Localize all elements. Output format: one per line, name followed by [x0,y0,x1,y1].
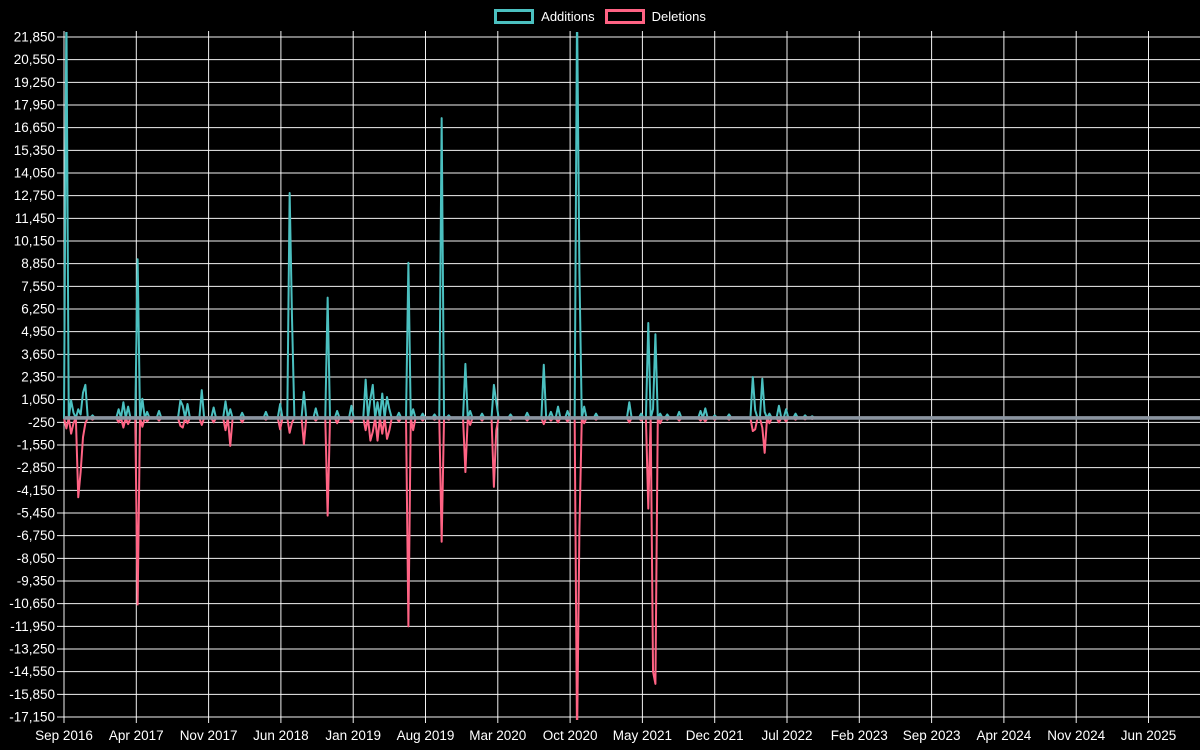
svg-text:-2,850: -2,850 [17,460,55,475]
svg-text:Oct 2020: Oct 2020 [543,728,598,743]
svg-text:-4,150: -4,150 [17,483,55,498]
svg-text:-6,750: -6,750 [17,528,55,543]
svg-text:Apr 2017: Apr 2017 [109,728,164,743]
svg-text:-14,550: -14,550 [9,664,55,679]
svg-text:Jul 2022: Jul 2022 [761,728,812,743]
svg-text:8,850: 8,850 [21,256,55,271]
svg-text:Nov 2017: Nov 2017 [180,728,238,743]
svg-text:Sep 2016: Sep 2016 [35,728,93,743]
additions-line [63,32,826,419]
svg-text:21,850: 21,850 [14,30,55,45]
svg-text:16,650: 16,650 [14,120,55,135]
svg-text:Feb 2023: Feb 2023 [831,728,888,743]
svg-text:-11,950: -11,950 [10,619,55,634]
svg-text:May 2021: May 2021 [613,728,672,743]
svg-text:11,450: 11,450 [15,211,55,226]
svg-text:Nov 2024: Nov 2024 [1047,728,1105,743]
svg-text:10,150: 10,150 [14,234,55,249]
svg-text:-5,450: -5,450 [17,506,55,521]
svg-text:Dec 2021: Dec 2021 [686,728,744,743]
svg-text:1,050: 1,050 [21,392,55,407]
svg-text:12,750: 12,750 [14,188,55,203]
svg-text:Aug 2019: Aug 2019 [397,728,455,743]
svg-text:14,050: 14,050 [14,166,55,181]
additions-legend-label: Additions [541,9,595,24]
svg-text:Jun 2025: Jun 2025 [1121,728,1177,743]
svg-text:Mar 2020: Mar 2020 [469,728,526,743]
svg-text:7,550: 7,550 [21,279,55,294]
svg-text:15,350: 15,350 [14,143,55,158]
svg-text:Sep 2023: Sep 2023 [903,728,961,743]
svg-text:6,250: 6,250 [21,302,55,317]
svg-text:19,250: 19,250 [14,75,55,90]
legend-item-additions[interactable]: Additions [494,9,595,24]
deletions-legend-label: Deletions [651,9,706,24]
svg-text:-15,850: -15,850 [9,687,55,702]
svg-text:Jan 2019: Jan 2019 [325,728,381,743]
svg-text:3,650: 3,650 [21,347,55,362]
svg-text:-8,050: -8,050 [17,551,55,566]
svg-text:-250: -250 [28,415,55,430]
svg-text:-17,150: -17,150 [9,710,55,725]
y-axis-labels: 21,850 20,550 19,250 17,950 16,650 15,350 14,0… [9,30,55,725]
x-axis-labels: Sep 2016 Apr 2017 Nov 2017 Jun 2018 Jan 2019… [35,728,1176,743]
svg-text:4,950: 4,950 [21,324,55,339]
svg-text:-10,650: -10,650 [9,596,55,611]
additions-legend-swatch [494,9,535,24]
svg-text:17,950: 17,950 [14,98,55,113]
svg-text:-13,250: -13,250 [9,642,55,657]
svg-text:2,350: 2,350 [21,370,55,385]
legend-item-deletions[interactable]: Deletions [604,9,706,24]
svg-text:-9,350: -9,350 [17,574,55,589]
svg-text:Jun 2018: Jun 2018 [253,728,309,743]
deletions-legend-swatch [604,9,645,24]
svg-text:Apr 2024: Apr 2024 [977,728,1032,743]
horizontal-gridlines [57,36,1200,718]
deletions-line [63,416,826,720]
svg-text:-1,550: -1,550 [17,438,55,453]
svg-text:20,550: 20,550 [14,52,55,67]
chart-legend: Additions Deletions [0,9,1200,24]
